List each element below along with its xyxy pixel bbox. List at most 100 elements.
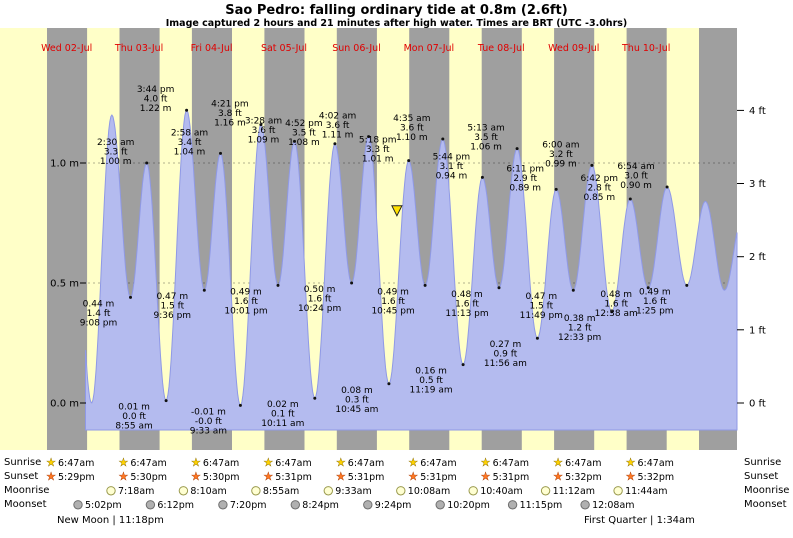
sunrise-time: 6:47am bbox=[565, 458, 601, 469]
tide-point-marker bbox=[238, 403, 242, 407]
high-tide-annotation: 3.5 ft bbox=[474, 133, 498, 143]
day-label: Thu 03-Jul bbox=[114, 43, 163, 54]
sunset-icon: ★ bbox=[46, 470, 56, 483]
chart-title: Sao Pedro: falling ordinary tide at 0.8m… bbox=[225, 3, 568, 18]
low-tide-annotation: 11:56 am bbox=[484, 359, 527, 369]
tide-point-marker bbox=[423, 283, 427, 287]
tide-point-marker bbox=[164, 399, 168, 403]
y-axis-label-m: 0.5 m bbox=[50, 279, 79, 290]
tide-point-marker bbox=[646, 286, 650, 290]
low-tide-annotation: 0.16 m bbox=[415, 367, 447, 377]
sunrise-time: 6:47am bbox=[275, 458, 311, 469]
high-tide-annotation: 3.3 ft bbox=[104, 148, 128, 158]
sunset-icon: ★ bbox=[408, 470, 418, 483]
high-tide-annotation: 1.04 m bbox=[174, 147, 206, 157]
moonset-time: 6:12pm bbox=[157, 500, 194, 511]
high-tide-annotation: 4:21 pm bbox=[211, 100, 249, 110]
high-tide-annotation: 3.5 ft bbox=[292, 128, 316, 138]
sunrise-time: 6:47am bbox=[130, 458, 166, 469]
sunrise-time: 6:47am bbox=[420, 458, 456, 469]
first-quarter-phase-label: First Quarter | 1:34am bbox=[584, 515, 695, 526]
sunset-time: 5:31pm bbox=[420, 472, 457, 483]
sunset-row-label-right: Sunset bbox=[744, 471, 779, 482]
moonrise-icon bbox=[468, 486, 478, 496]
sunrise-icon: ★ bbox=[553, 456, 563, 469]
moonset-icon bbox=[145, 500, 156, 510]
moonset-time: 12:08am bbox=[592, 500, 634, 511]
moonset-icon bbox=[435, 500, 445, 510]
sunrise-time: 6:47am bbox=[493, 458, 529, 469]
low-tide-annotation: 0.48 m bbox=[600, 290, 632, 300]
high-tide-annotation: 2.9 ft bbox=[513, 174, 537, 184]
low-tide-annotation: 1.4 ft bbox=[87, 309, 111, 319]
y-axis-label-ft: 0 ft bbox=[749, 399, 766, 410]
tide-point-marker bbox=[441, 137, 445, 141]
low-tide-annotation: 1:25 pm bbox=[636, 306, 674, 316]
low-tide-annotation: 1.6 ft bbox=[455, 299, 479, 309]
sunset-time: 5:32pm bbox=[565, 472, 602, 483]
low-tide-annotation: 0.49 m bbox=[377, 287, 409, 297]
moonrise-time: 7:18am bbox=[118, 486, 154, 497]
sunset-time: 5:30pm bbox=[203, 472, 240, 483]
high-tide-annotation: 1.08 m bbox=[288, 138, 320, 148]
low-tide-annotation: 10:45 am bbox=[335, 405, 378, 415]
tide-point-marker bbox=[554, 187, 558, 191]
sunrise-icon: ★ bbox=[118, 456, 128, 469]
day-label: Wed 09-Jul bbox=[548, 43, 599, 54]
tide-point-marker bbox=[407, 159, 411, 163]
moonset-icon bbox=[507, 500, 518, 510]
moonset-row-label-left: Moonset bbox=[4, 499, 47, 510]
tide-point-marker bbox=[590, 163, 594, 167]
sunrise-icon: ★ bbox=[408, 456, 418, 469]
day-label: Wed 02-Jul bbox=[41, 43, 92, 54]
day-label: Thu 10-Jul bbox=[621, 43, 670, 54]
sunrise-time: 6:47am bbox=[348, 458, 384, 469]
day-label: Sat 05-Jul bbox=[261, 43, 307, 54]
moonrise-time: 8:55am bbox=[263, 486, 299, 497]
sunset-time: 5:30pm bbox=[130, 472, 167, 483]
low-tide-annotation: 0.48 m bbox=[451, 290, 483, 300]
high-tide-annotation: 3.8 ft bbox=[218, 109, 242, 119]
low-tide-annotation: 0.5 ft bbox=[419, 376, 443, 386]
low-tide-annotation: 8:55 am bbox=[115, 422, 152, 432]
high-tide-annotation: 3.1 ft bbox=[440, 162, 464, 172]
low-tide-annotation: 1.5 ft bbox=[529, 302, 553, 312]
high-tide-annotation: 5:13 am bbox=[467, 124, 504, 134]
low-tide-annotation: 0.0 ft bbox=[122, 412, 146, 422]
sunrise-icon: ★ bbox=[336, 456, 346, 469]
high-tide-annotation: 4:02 am bbox=[319, 112, 356, 122]
tide-point-marker bbox=[202, 288, 206, 292]
sunset-time: 5:31pm bbox=[275, 472, 312, 483]
moonrise-icon bbox=[396, 486, 406, 496]
sunset-icon: ★ bbox=[336, 470, 346, 483]
high-tide-annotation: 5:18 pm bbox=[359, 136, 397, 146]
low-tide-annotation: 11:13 pm bbox=[445, 309, 488, 319]
tide-point-marker bbox=[461, 363, 465, 367]
high-tide-annotation: 1.00 m bbox=[100, 157, 132, 167]
y-axis-label-ft: 3 ft bbox=[749, 179, 766, 190]
high-tide-annotation: 4:35 am bbox=[393, 114, 430, 124]
tide-point-marker bbox=[628, 197, 632, 201]
low-tide-annotation: 0.49 m bbox=[639, 287, 671, 297]
low-tide-annotation: 0.44 m bbox=[83, 299, 115, 309]
high-tide-annotation: 4:52 pm bbox=[285, 119, 323, 129]
moonset-row-label-right: Moonset bbox=[744, 499, 787, 510]
sunset-icon: ★ bbox=[553, 470, 563, 483]
low-tide-annotation: 1.2 ft bbox=[568, 323, 592, 333]
high-tide-annotation: 1.06 m bbox=[470, 143, 502, 153]
low-tide-annotation: 0.27 m bbox=[490, 340, 522, 350]
sunrise-icon: ★ bbox=[191, 456, 201, 469]
moonset-time: 10:20pm bbox=[447, 500, 490, 511]
sunrise-row-label-right: Sunrise bbox=[744, 457, 782, 468]
sunset-time: 5:29pm bbox=[58, 472, 95, 483]
moonrise-icon bbox=[323, 486, 333, 496]
moonset-time: 5:02pm bbox=[85, 500, 122, 511]
high-tide-annotation: 2:58 am bbox=[171, 128, 208, 138]
sunrise-time: 6:47am bbox=[638, 458, 674, 469]
low-tide-annotation: 0.38 m bbox=[564, 314, 596, 324]
moonrise-icon bbox=[540, 486, 551, 496]
low-tide-annotation: 9:08 pm bbox=[80, 318, 118, 328]
high-tide-annotation: 3.3 ft bbox=[366, 145, 390, 155]
tide-point-marker bbox=[129, 295, 132, 299]
